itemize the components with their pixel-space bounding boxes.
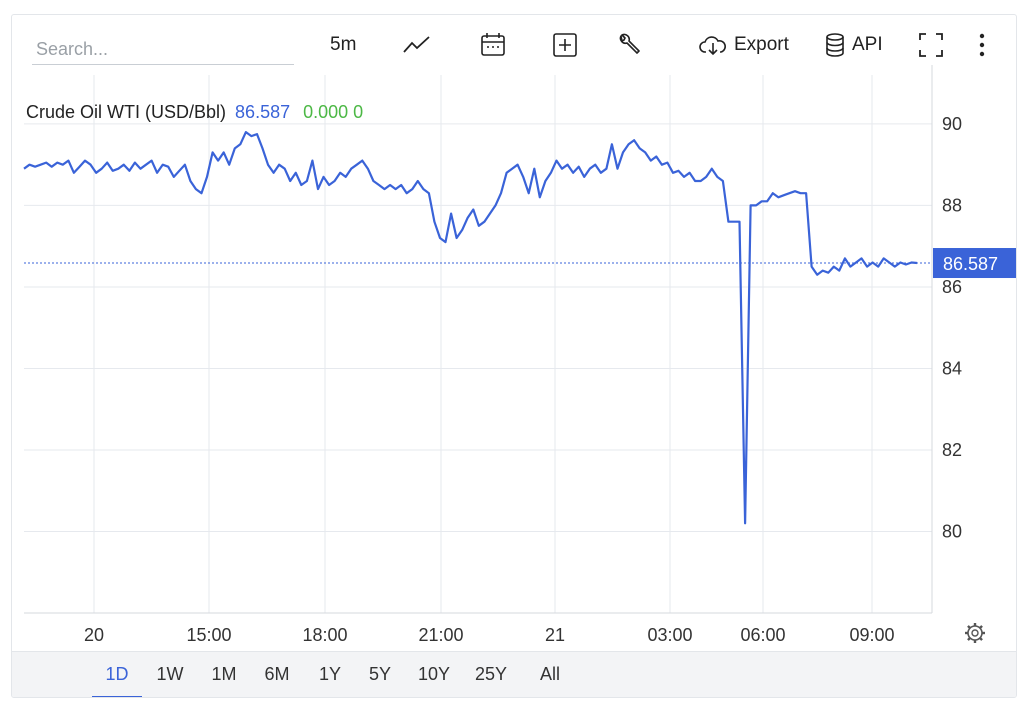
wrench-icon: [616, 32, 642, 58]
last-price-badge-label: 86.587: [943, 254, 998, 274]
x-tick-label: 21: [545, 625, 565, 645]
x-tick-label: 21:00: [418, 625, 463, 645]
more-vertical-icon: [976, 32, 988, 58]
x-tick-label: 15:00: [186, 625, 231, 645]
range-button-6m[interactable]: 6M: [264, 664, 290, 684]
y-tick-label: 80: [942, 521, 962, 541]
export-button[interactable]: Export: [698, 29, 789, 61]
chart-type-button[interactable]: [402, 29, 432, 61]
range-button-5y[interactable]: 5Y: [368, 664, 392, 684]
y-tick-label: 86: [942, 277, 962, 297]
chart-settings-gear-icon[interactable]: [965, 623, 985, 643]
y-tick-label: 84: [942, 358, 962, 378]
series-change: 0.000 0: [303, 102, 364, 122]
x-tick-label: 03:00: [647, 625, 692, 645]
x-tick-label: 20: [84, 625, 104, 645]
y-tick-label: 88: [942, 195, 962, 215]
interval-label: 5m: [330, 34, 357, 55]
series-name: Crude Oil WTI (USD/Bbl): [26, 102, 227, 122]
range-selector: 1D 1W 1M 6M 1Y 5Y 10Y 25Y All: [12, 651, 1016, 697]
search-input[interactable]: [32, 35, 294, 65]
compare-button[interactable]: [552, 29, 578, 61]
cloud-download-icon: [698, 33, 728, 57]
api-button[interactable]: API: [824, 29, 883, 61]
range-button-1w[interactable]: 1W: [156, 664, 184, 684]
fullscreen-icon: [918, 32, 944, 58]
price-line: [23, 130, 918, 525]
price-chart[interactable]: 90 88 86 84 82 80 20 15:00 18:00 21:00 21 03:00 06:0…: [12, 15, 1017, 651]
export-label: Export: [734, 34, 789, 55]
compare-plus-icon: [552, 32, 578, 58]
api-label: API: [852, 34, 883, 55]
fullscreen-button[interactable]: [918, 29, 944, 61]
active-range-underline: [92, 696, 142, 697]
range-button-1y[interactable]: 1Y: [318, 664, 342, 684]
y-tick-label: 82: [942, 440, 962, 460]
line-chart-icon: [402, 34, 432, 56]
range-button-1m[interactable]: 1M: [211, 664, 237, 684]
more-options-button[interactable]: [976, 29, 988, 61]
series-header: Crude Oil WTI (USD/Bbl) 86.587 0.000 0: [26, 102, 363, 123]
x-tick-label: 18:00: [302, 625, 347, 645]
y-tick-label: 90: [942, 114, 962, 134]
series-price: 86.587: [235, 102, 291, 122]
range-button-all[interactable]: All: [539, 664, 560, 684]
range-button-10y[interactable]: 10Y: [417, 664, 451, 684]
interval-button[interactable]: 5m: [330, 29, 356, 61]
date-range-button[interactable]: [480, 29, 506, 61]
range-button-1d[interactable]: 1D: [105, 664, 129, 684]
range-button-25y[interactable]: 25Y: [474, 664, 508, 684]
x-tick-label: 09:00: [849, 625, 894, 645]
x-tick-label: 06:00: [740, 625, 785, 645]
last-price-badge: [933, 248, 1016, 279]
chart-widget: 5m Export: [11, 14, 1017, 698]
toolbar: 5m Export: [12, 15, 1016, 75]
database-icon: [824, 32, 846, 58]
settings-tools-button[interactable]: [616, 29, 642, 61]
calendar-icon: [480, 32, 506, 58]
